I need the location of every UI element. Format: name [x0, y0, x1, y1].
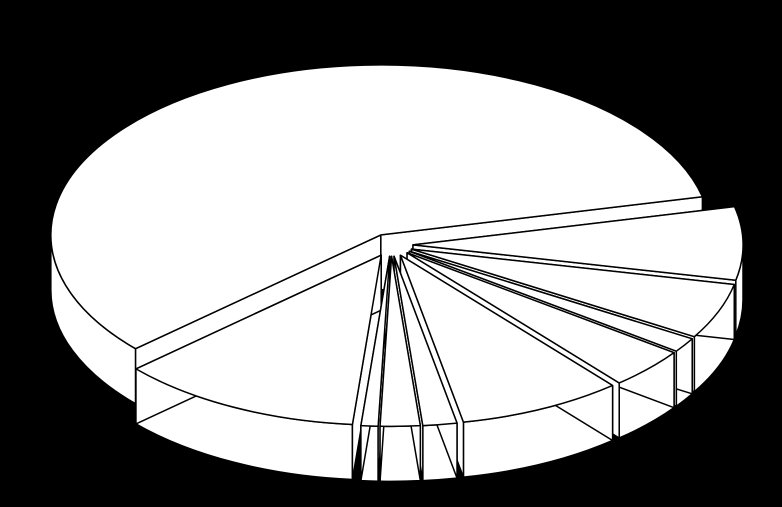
exploded-3d-pie-chart — [0, 0, 782, 507]
